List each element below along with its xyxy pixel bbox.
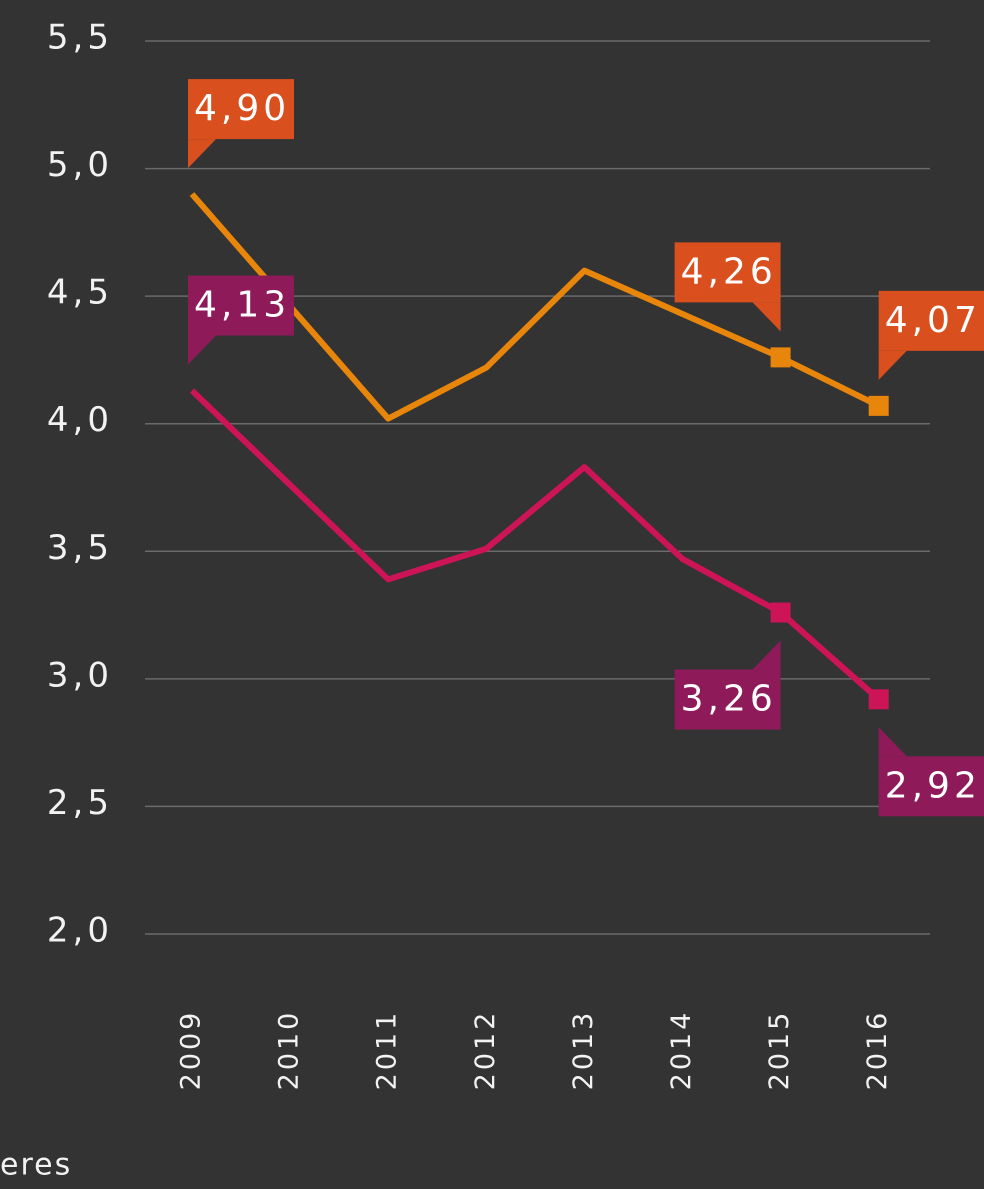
label-tail <box>878 727 907 757</box>
y-tick-label: 3,0 <box>47 655 113 695</box>
y-tick-label: 5,5 <box>47 18 113 58</box>
series-line <box>189 388 881 702</box>
label-box <box>878 290 984 351</box>
data-label: 2,92 <box>885 765 981 806</box>
label-box <box>674 242 781 303</box>
label-tail <box>188 139 216 169</box>
x-tick-label: 2015 <box>764 1010 795 1091</box>
source-note: eres <box>0 1148 72 1183</box>
value-label: 4,13 <box>188 275 294 365</box>
value-label: 2,92 <box>878 727 984 817</box>
y-tick-label: 5,0 <box>47 145 113 185</box>
value-label: 4,07 <box>878 290 984 380</box>
series-line <box>189 192 881 422</box>
data-label: 3,26 <box>681 679 777 720</box>
y-tick-label: 2,0 <box>47 911 113 951</box>
value-label: 3,26 <box>674 640 781 730</box>
x-tick-label: 2014 <box>666 1010 697 1091</box>
y-tick-label: 2,5 <box>47 783 113 823</box>
label-tail <box>188 335 216 365</box>
x-tick-label: 2012 <box>470 1010 501 1091</box>
value-label: 4,90 <box>188 79 294 169</box>
x-tick-label: 2011 <box>372 1010 403 1091</box>
point-marker <box>770 347 791 368</box>
label-tail <box>752 302 781 332</box>
point-marker <box>868 395 889 416</box>
y-tick-label: 4,5 <box>47 273 113 313</box>
x-tick-label: 2010 <box>274 1010 305 1091</box>
label-box <box>188 79 294 140</box>
y-tick-label: 3,5 <box>47 528 113 568</box>
x-tick-label: 2009 <box>176 1010 207 1091</box>
value-label: 4,26 <box>674 242 781 332</box>
label-box <box>188 275 294 336</box>
point-marker <box>770 602 791 623</box>
label-tail <box>878 350 907 380</box>
data-label: 4,90 <box>194 88 290 129</box>
label-box <box>674 669 781 730</box>
label-tail <box>752 640 781 670</box>
x-tick-label: 2016 <box>862 1010 893 1091</box>
y-tick-label: 4,0 <box>47 400 113 440</box>
label-box <box>878 756 984 817</box>
data-label: 4,07 <box>885 300 981 341</box>
data-label: 4,26 <box>681 251 777 292</box>
point-marker <box>868 689 889 710</box>
x-tick-label: 2013 <box>568 1010 599 1091</box>
data-label: 4,13 <box>194 285 290 326</box>
